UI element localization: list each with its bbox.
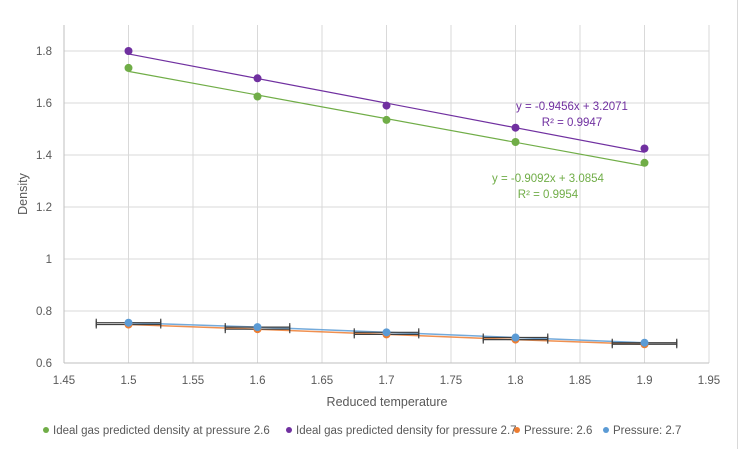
x-tick-label: 1.6 bbox=[250, 375, 266, 387]
trendline-equation-green: y = -0.9092x + 3.0854 bbox=[492, 173, 604, 185]
y-tick-label: 1.8 bbox=[36, 46, 52, 58]
y-tick-label: 1 bbox=[46, 254, 52, 266]
legend: Ideal gas predicted density at pressure … bbox=[43, 425, 681, 437]
trendline-r2-green: R² = 0.9954 bbox=[518, 189, 579, 201]
y-tick-label: 1.2 bbox=[36, 202, 52, 214]
legend-marker bbox=[286, 427, 292, 433]
y-tick-label: 0.6 bbox=[36, 358, 52, 370]
x-axis-title: Reduced temperature bbox=[327, 395, 448, 409]
data-point bbox=[640, 144, 649, 153]
trendline-r2-purple: R² = 0.9947 bbox=[542, 117, 602, 129]
y-tick-label: 1.6 bbox=[36, 98, 52, 110]
x-tick-label: 1.8 bbox=[508, 375, 524, 387]
legend-label: Pressure: 2.6 bbox=[524, 425, 592, 437]
data-point bbox=[253, 74, 262, 83]
legend-label: Pressure: 2.7 bbox=[613, 425, 681, 437]
x-tick-label: 1.45 bbox=[53, 375, 75, 387]
y-tick-label: 1.4 bbox=[36, 150, 53, 162]
legend-marker bbox=[43, 427, 49, 433]
axes bbox=[63, 25, 709, 364]
data-point bbox=[382, 115, 391, 124]
x-tick-label: 1.55 bbox=[182, 375, 204, 387]
data-point bbox=[382, 328, 391, 337]
x-tick-labels: 1.45 1.5 1.55 1.6 1.65 1.7 1.75 1.8 1.85 1.9 1.95 bbox=[53, 375, 720, 387]
data-point bbox=[253, 92, 262, 101]
legend-label: Ideal gas predicted density at pressure … bbox=[53, 425, 270, 437]
x-tick-label: 1.85 bbox=[569, 375, 591, 387]
data-point bbox=[511, 123, 520, 132]
legend-marker bbox=[603, 427, 609, 433]
x-tick-label: 1.95 bbox=[698, 375, 720, 387]
data-point bbox=[124, 63, 133, 72]
trendline-annotations: y = -0.9456x + 3.2071 R² = 0.9947 y = -0.9… bbox=[492, 101, 628, 201]
data-point bbox=[640, 158, 649, 167]
x-tick-label: 1.9 bbox=[637, 375, 653, 387]
y-tick-label: 0.8 bbox=[36, 306, 52, 318]
data-point bbox=[253, 323, 262, 332]
data-point bbox=[511, 333, 520, 342]
legend-marker bbox=[514, 427, 520, 433]
x-tick-label: 1.75 bbox=[440, 375, 462, 387]
trendline-equation-purple: y = -0.9456x + 3.2071 bbox=[516, 101, 628, 113]
data-point bbox=[511, 138, 520, 146]
x-tick-label: 1.5 bbox=[121, 375, 137, 387]
gridlines bbox=[64, 25, 710, 363]
x-tick-label: 1.65 bbox=[311, 375, 333, 387]
y-axis-title: Density bbox=[16, 172, 30, 214]
data-point bbox=[124, 47, 133, 55]
data-points bbox=[124, 47, 649, 349]
data-point bbox=[124, 318, 133, 327]
y-tick-labels: 0.6 0.8 1 1.2 1.4 1.6 1.8 bbox=[36, 46, 53, 370]
data-point bbox=[382, 101, 391, 110]
x-tick-label: 1.7 bbox=[379, 375, 395, 387]
legend-label: Ideal gas predicted density for pressure… bbox=[296, 425, 517, 437]
data-point bbox=[640, 338, 649, 347]
